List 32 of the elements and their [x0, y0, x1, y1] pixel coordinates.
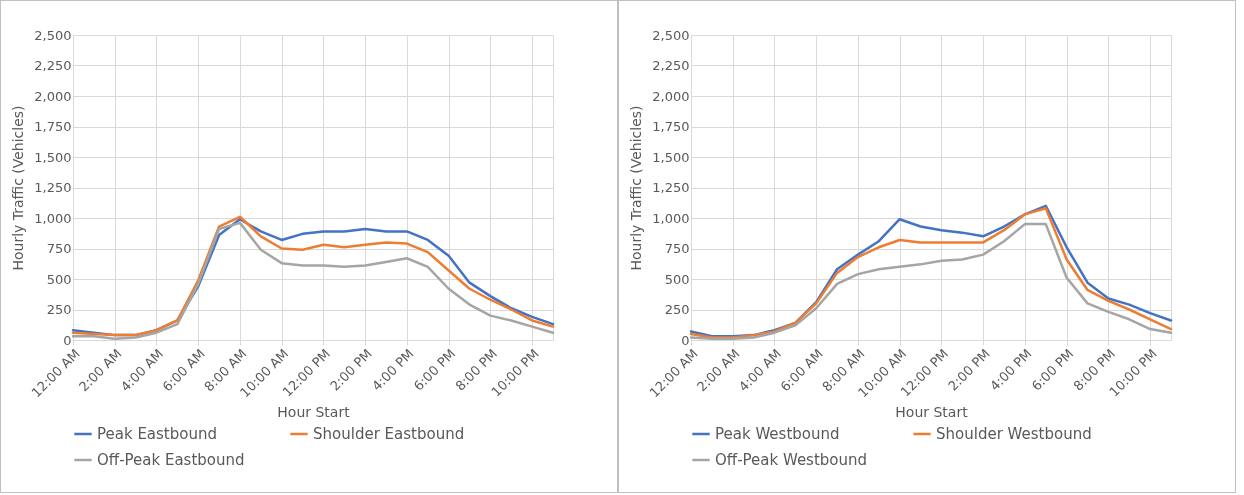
y-axis-title: Hourly Traffic (Vehicles) [10, 105, 27, 271]
y-tick-label: 1,750 [34, 119, 72, 134]
legend-label: Off-Peak Westbound [715, 451, 868, 469]
y-tick-label: 1,500 [34, 149, 72, 165]
y-tick-label: 500 [46, 271, 72, 287]
x-axis-title: Hour Start [895, 404, 969, 421]
y-tick-label: 2,500 [652, 27, 690, 43]
y-tick-label: 2,000 [34, 88, 72, 104]
y-tick-label: 500 [664, 271, 690, 287]
y-tick-label: 2,250 [652, 58, 690, 73]
y-tick-label: 1,000 [652, 210, 690, 226]
legend-label: Shoulder Eastbound [313, 425, 465, 443]
y-tick-label: 2,500 [34, 27, 72, 43]
legend-label: Off-Peak Eastbound [97, 451, 245, 469]
y-tick-label: 250 [46, 302, 72, 317]
y-tick-label: 750 [664, 241, 690, 256]
y-tick-label: 0 [681, 332, 690, 348]
y-tick-label: 1,000 [34, 210, 72, 226]
y-tick-label: 750 [46, 241, 72, 256]
y-tick-label: 1,750 [652, 119, 690, 134]
y-tick-label: 250 [664, 302, 690, 317]
y-tick-label: 2,000 [652, 88, 690, 104]
legend-label: Peak Westbound [715, 425, 840, 443]
y-tick-label: 1,500 [652, 149, 690, 165]
y-tick-label: 1,250 [34, 180, 72, 195]
y-tick-label: 1,250 [652, 180, 690, 195]
x-axis-title: Hour Start [277, 404, 351, 421]
legend-label: Shoulder Westbound [936, 425, 1092, 443]
y-tick-label: 0 [63, 332, 72, 348]
legend-label: Peak Eastbound [97, 425, 217, 443]
y-tick-label: 2,250 [34, 58, 72, 73]
y-axis-title: Hourly Traffic (Vehicles) [628, 105, 645, 271]
